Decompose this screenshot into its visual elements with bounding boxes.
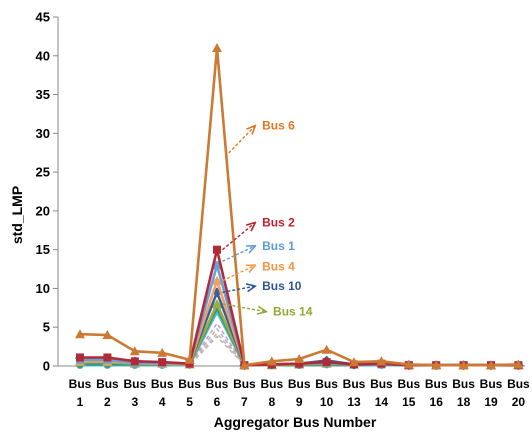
annotation: Bus 4 bbox=[222, 260, 295, 282]
point-marker bbox=[294, 354, 305, 364]
x-tick-label-top: Bus bbox=[343, 377, 366, 391]
annotation-label: Bus 1 bbox=[262, 239, 295, 253]
point-marker bbox=[102, 329, 113, 339]
x-tick-label-bottom: 14 bbox=[375, 395, 389, 409]
annotation: Bus 1 bbox=[222, 239, 295, 262]
point-marker bbox=[239, 360, 250, 370]
x-tick-label-top: Bus bbox=[425, 377, 448, 391]
point-marker bbox=[129, 346, 140, 356]
x-tick-label-bottom: 3 bbox=[131, 395, 138, 409]
x-tick-label-top: Bus bbox=[233, 377, 256, 391]
x-tick-label-bottom: 9 bbox=[296, 395, 303, 409]
point-marker bbox=[321, 344, 332, 354]
point-marker bbox=[349, 357, 359, 367]
point-marker bbox=[458, 360, 469, 370]
x-tick-label-bottom: 15 bbox=[402, 395, 416, 409]
x-tick-label-top: Bus bbox=[288, 377, 311, 391]
annotation-arrow bbox=[222, 303, 266, 312]
point-marker bbox=[322, 358, 331, 367]
x-tick-label-top: Bus bbox=[397, 377, 420, 391]
point-marker bbox=[212, 43, 222, 53]
annotation: Bus 2 bbox=[222, 216, 295, 251]
y-tick-label: 10 bbox=[36, 281, 50, 296]
point-marker bbox=[212, 298, 222, 308]
x-tick-label-top: Bus bbox=[151, 377, 174, 391]
annotation: Bus 10 bbox=[222, 279, 302, 294]
annotation-arrow bbox=[222, 286, 255, 294]
y-axis: 0 5 10 15 20 25 30 35 40 45 bbox=[36, 10, 59, 374]
point-marker bbox=[212, 275, 222, 285]
annotation-label: Bus 6 bbox=[262, 119, 295, 133]
y-tick-label: 20 bbox=[36, 203, 50, 218]
x-tick-label-bottom: 7 bbox=[241, 395, 248, 409]
point-marker bbox=[75, 329, 85, 339]
x-tick-label-bottom: 20 bbox=[512, 395, 526, 409]
annotation-layer: Bus 6 Bus 2 Bus 1 Bus 4 Bus 10 Bus 14 bbox=[222, 119, 313, 319]
point-marker bbox=[431, 360, 442, 370]
point-marker bbox=[513, 359, 524, 369]
x-tick-label-top: Bus bbox=[452, 377, 475, 391]
point-marker bbox=[403, 359, 414, 369]
x-tick-label-top: Bus bbox=[206, 377, 229, 391]
x-axis-title: Aggregator Bus Number bbox=[214, 414, 377, 430]
point-marker bbox=[76, 353, 84, 362]
x-tick-label-top: Bus bbox=[123, 377, 146, 391]
y-tick-label: 15 bbox=[36, 242, 50, 257]
series-layer bbox=[75, 43, 524, 371]
point-marker bbox=[213, 245, 221, 254]
annotation-arrow bbox=[224, 126, 255, 158]
annotation-label: Bus 2 bbox=[262, 216, 295, 230]
x-tick-label-bottom: 6 bbox=[214, 395, 221, 409]
x-tick-label-top: Bus bbox=[260, 377, 283, 391]
annotation: Bus 6 bbox=[224, 119, 295, 158]
x-tick-label-bottom: 19 bbox=[484, 395, 498, 409]
annotation-arrow bbox=[222, 265, 255, 282]
annotation-arrow bbox=[222, 246, 255, 262]
point-marker bbox=[130, 357, 139, 366]
x-axis: Bus 1 Bus 2 Bus 3 Bus 4 Bus 5 Bus 6 Bus 7 Bus 8 Bus 9 Bus 1… bbox=[58, 365, 530, 409]
x-tick-label-bottom: 4 bbox=[159, 395, 166, 409]
x-tick-label-bottom: 13 bbox=[347, 395, 361, 409]
point-marker bbox=[158, 358, 167, 367]
x-tick-label-bottom: 2 bbox=[104, 395, 111, 409]
annotation: Bus 14 bbox=[222, 303, 313, 319]
x-tick-label-bottom: 10 bbox=[320, 395, 334, 409]
y-tick-label: 35 bbox=[36, 87, 50, 102]
series bbox=[75, 43, 524, 370]
x-tick-label-top: Bus bbox=[96, 377, 119, 391]
y-tick-label: 5 bbox=[43, 320, 50, 335]
point-marker bbox=[157, 347, 168, 357]
point-marker bbox=[486, 360, 496, 370]
point-marker bbox=[213, 261, 221, 270]
x-tick-label-top: Bus bbox=[315, 377, 338, 391]
annotation-label: Bus 14 bbox=[273, 305, 313, 319]
y-axis-title: std_LMP bbox=[9, 186, 25, 244]
point-marker bbox=[103, 353, 112, 362]
x-tick-label-top: Bus bbox=[178, 377, 201, 391]
annotation-label: Bus 4 bbox=[262, 260, 295, 274]
x-tick-label-top: Bus bbox=[69, 377, 92, 391]
point-marker bbox=[376, 356, 387, 366]
point-marker bbox=[295, 359, 304, 368]
x-tick-label-top: Bus bbox=[507, 377, 530, 391]
annotation-arrow bbox=[222, 223, 255, 251]
y-tick-label: 40 bbox=[36, 48, 50, 63]
x-tick-label-top: Bus bbox=[480, 377, 503, 391]
annotation-label: Bus 10 bbox=[262, 279, 302, 293]
point-marker bbox=[184, 354, 195, 364]
x-tick-label-bottom: 18 bbox=[457, 395, 471, 409]
x-tick-label-bottom: 8 bbox=[268, 395, 275, 409]
point-marker bbox=[266, 356, 277, 366]
x-tick-label-bottom: 1 bbox=[77, 395, 84, 409]
y-tick-label: 30 bbox=[36, 126, 50, 141]
x-tick-label-bottom: 16 bbox=[430, 395, 444, 409]
y-tick-label: 25 bbox=[36, 165, 50, 180]
x-tick-label-bottom: 5 bbox=[186, 395, 193, 409]
y-tick-label: 0 bbox=[43, 359, 50, 374]
y-tick-label: 45 bbox=[36, 10, 50, 25]
x-tick-label-top: Bus bbox=[370, 377, 393, 391]
